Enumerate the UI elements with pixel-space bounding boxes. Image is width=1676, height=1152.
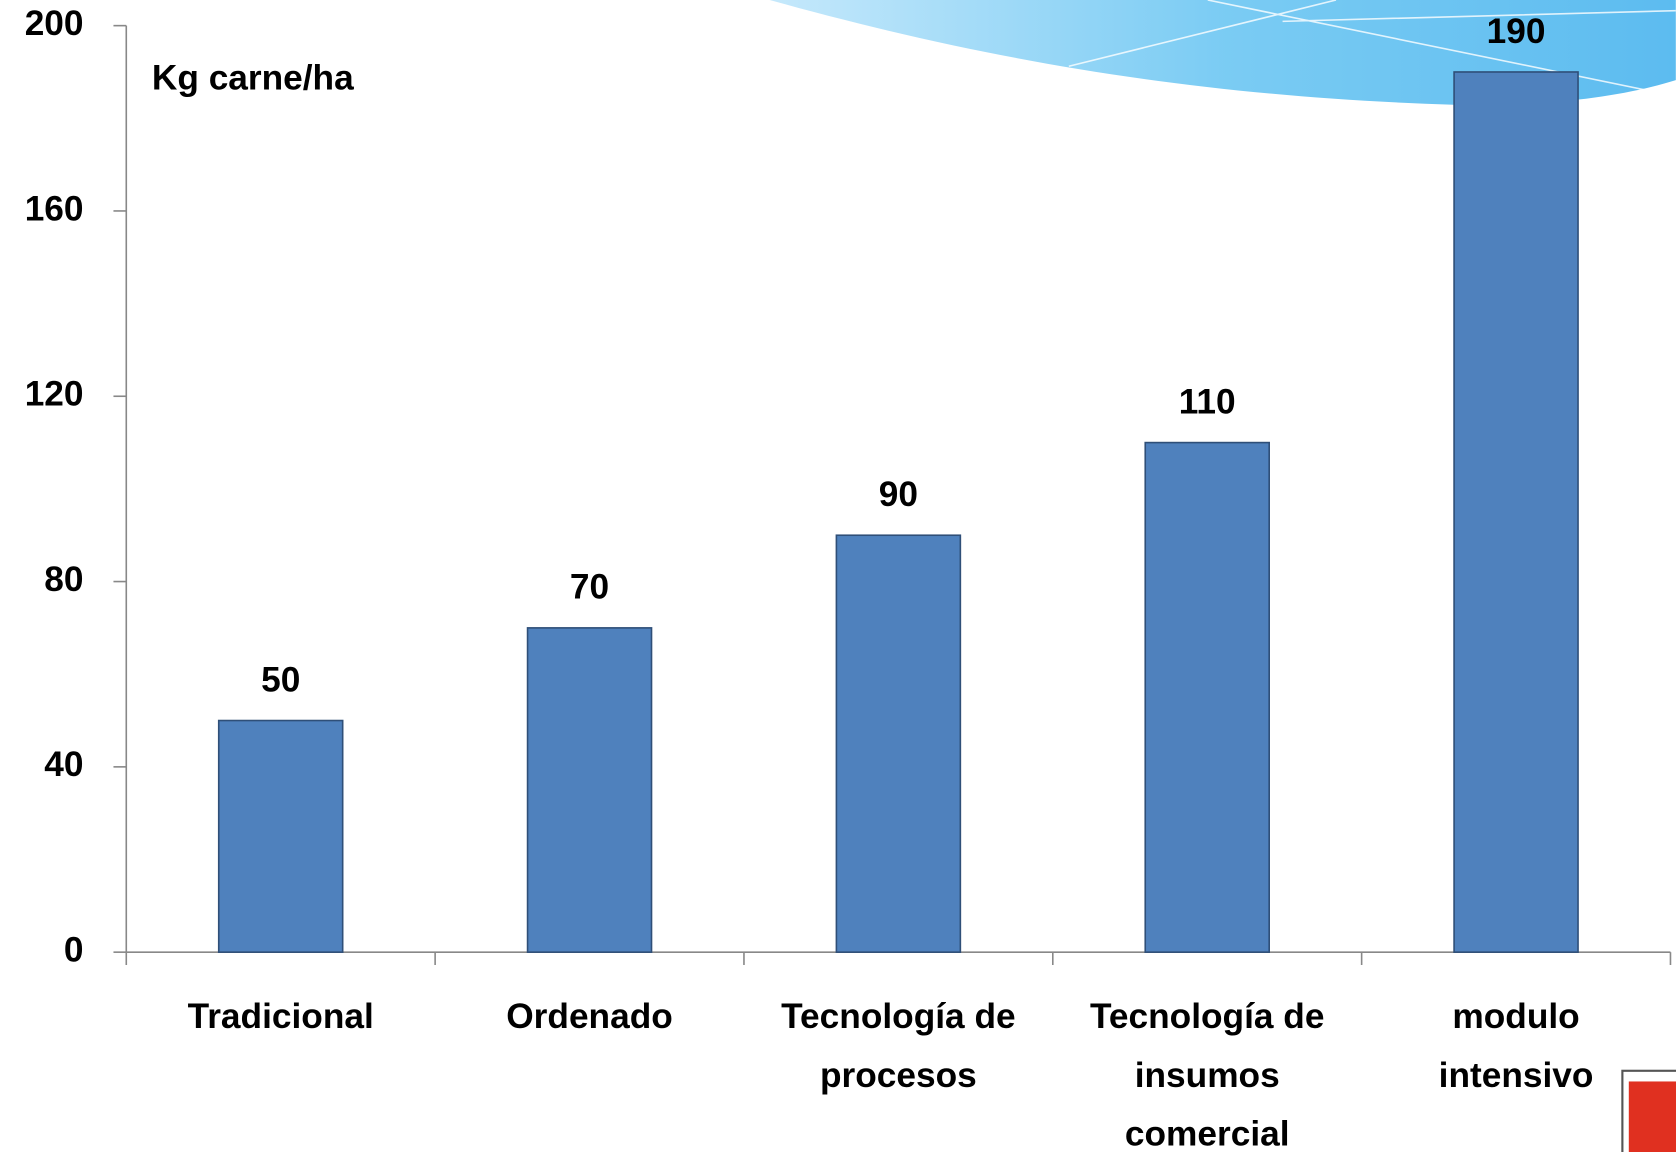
x-tick-label: Tecnología de insumos comercial — [1089, 995, 1325, 1152]
bar — [1453, 71, 1579, 953]
bar — [526, 627, 653, 953]
y-tick-label: 200 — [25, 4, 84, 43]
x-tick-label-box: Tecnología de procesos — [781, 995, 1016, 1095]
y-tick-label: 80 — [44, 560, 83, 599]
y-tick-label: 160 — [25, 189, 84, 228]
x-tick-label: Ordenado — [506, 995, 673, 1036]
x-tick-label: Tradicional — [187, 995, 374, 1036]
x-tick-label: modulo intensivo — [1438, 995, 1594, 1095]
bar — [217, 719, 344, 953]
y-tick-label: 40 — [44, 745, 83, 784]
y-tick-label: 120 — [25, 375, 84, 414]
x-tick-label-box: Tradicional — [187, 995, 374, 1036]
value-label: 110 — [1179, 382, 1236, 421]
bar — [1144, 441, 1271, 953]
x-tick-label-box: modulo intensivo — [1438, 995, 1594, 1095]
value-label: 50 — [261, 660, 300, 699]
y-tick-label: 0 — [64, 930, 84, 969]
x-tick-label: Tecnología de procesos — [781, 995, 1016, 1095]
value-label: 190 — [1487, 12, 1546, 51]
bar — [835, 534, 962, 953]
decoration — [769, 0, 1676, 1152]
unit-annotation: Kg carne/ha — [152, 58, 354, 97]
value-label: 70 — [570, 568, 609, 607]
value-label: 90 — [879, 475, 918, 514]
x-tick-label-box: Tecnología de insumos comercial — [1089, 995, 1325, 1152]
x-tick-label-box: Ordenado — [506, 995, 673, 1036]
